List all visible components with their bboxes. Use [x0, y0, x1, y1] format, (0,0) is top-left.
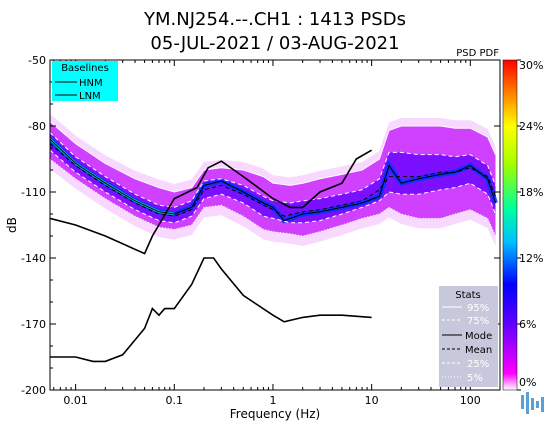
waveform-logo-icon — [521, 392, 544, 414]
y-tick-label: -170 — [21, 318, 46, 331]
colorbar-tick-label: 12% — [519, 252, 543, 265]
hnm-line — [50, 149, 372, 255]
p5-legend-label: 5% — [467, 373, 483, 384]
hnm-legend-label: HNM — [79, 78, 103, 89]
colorbar-label: PSD PDF — [456, 48, 499, 59]
colorbar-tick-label: 0% — [519, 376, 536, 389]
psd-density-band — [50, 113, 498, 246]
y-tick-label: -110 — [21, 186, 46, 199]
colorbar-tick-label: 30% — [519, 59, 543, 72]
colorbar-tick-label: 24% — [519, 120, 543, 133]
colorbar-tick-label: 6% — [519, 318, 536, 331]
y-axis-label: dB — [5, 217, 19, 233]
p95-legend-label: 95% — [467, 303, 489, 314]
chart-title: YM.NJ254.--.CH1 : 1413 PSDs — [143, 9, 406, 30]
stats-legend-title: Stats — [455, 290, 481, 301]
y-tick-label: -50 — [28, 54, 46, 67]
x-tick-label: 1 — [269, 394, 276, 407]
lnm-line — [50, 257, 372, 363]
x-tick-label: 0.01 — [63, 394, 88, 407]
colorbar-tick-label: 18% — [519, 186, 543, 199]
y-tick-label: -200 — [21, 384, 46, 397]
mode-legend-label: Mode — [465, 331, 492, 342]
baselines-legend-title: Baselines — [61, 63, 109, 74]
stats-legend: Stats 95% 75% Mode Mean 25% 5% — [439, 286, 498, 387]
x-tick-label: 100 — [460, 394, 481, 407]
y-tick-label: -140 — [21, 252, 46, 265]
colorbar — [502, 59, 518, 391]
mean-legend-label: Mean — [465, 345, 492, 356]
plot-frame — [49, 59, 501, 391]
lnm-legend-label: LNM — [79, 91, 101, 102]
colorbar-ticks: 30% 24% 18% 12% 6% 0% — [517, 59, 543, 391]
y-tick-label: -80 — [28, 120, 46, 133]
mode-line — [50, 138, 496, 222]
chart-subtitle: 05-JUL-2021 / 03-AUG-2021 — [150, 33, 399, 54]
stat-lines — [50, 121, 496, 363]
95pct-line — [50, 121, 496, 193]
x-axis: 0.01 0.1 1 10 100 — [53, 60, 501, 407]
y-axis: -50 -80 -110 -140 -170 -200 — [21, 54, 500, 397]
75pct-line — [50, 132, 496, 208]
p25-legend-label: 25% — [467, 359, 489, 370]
x-tick-label: 10 — [365, 394, 379, 407]
baselines-legend: Baselines HNM LNM — [52, 61, 118, 102]
x-axis-label: Frequency (Hz) — [230, 407, 321, 421]
p75-legend-label: 75% — [467, 316, 489, 327]
x-tick-label: 0.1 — [166, 394, 184, 407]
